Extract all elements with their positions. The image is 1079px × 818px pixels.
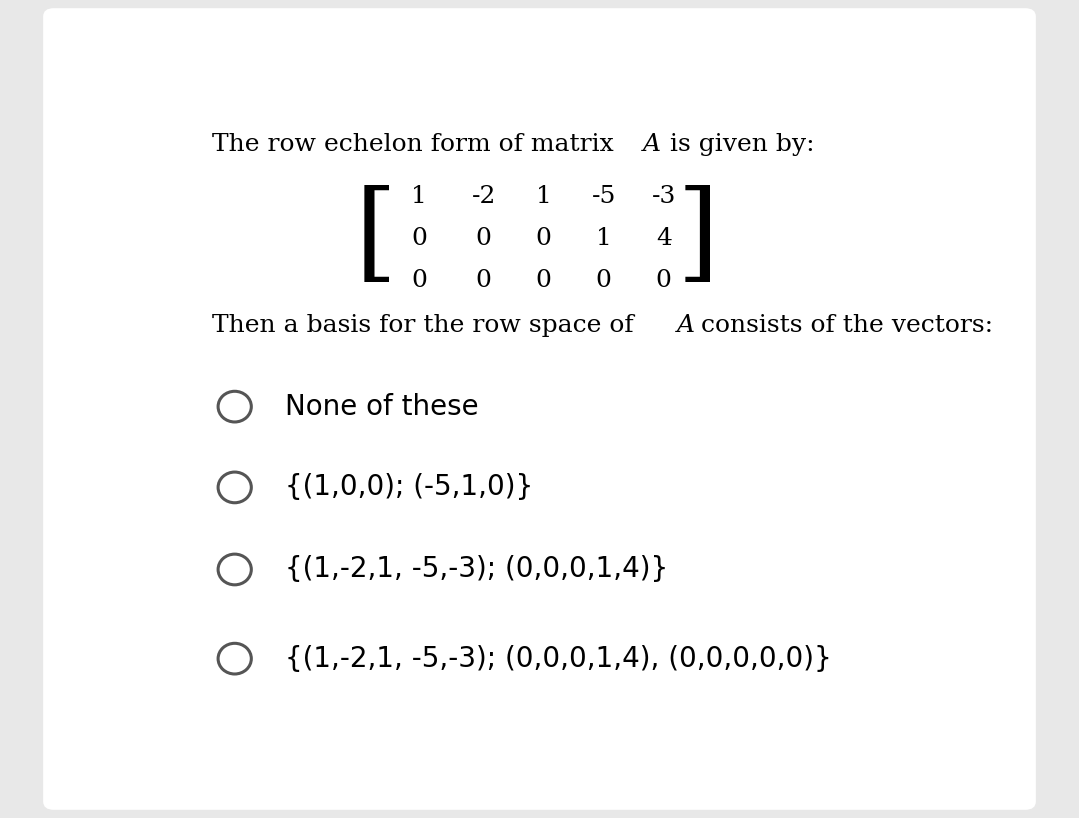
Text: [: [ bbox=[355, 186, 397, 291]
Text: 0: 0 bbox=[596, 269, 612, 292]
Text: {(1,-2,1, -5,-3); (0,0,0,1,4), (0,0,0,0,0)}: {(1,-2,1, -5,-3); (0,0,0,1,4), (0,0,0,0,… bbox=[286, 645, 832, 672]
Text: consists of the vectors:: consists of the vectors: bbox=[693, 314, 994, 337]
Text: -2: -2 bbox=[472, 185, 496, 208]
Text: 0: 0 bbox=[411, 227, 427, 250]
Text: ]: ] bbox=[677, 186, 719, 291]
Text: is given by:: is given by: bbox=[661, 133, 815, 156]
Text: 0: 0 bbox=[656, 269, 671, 292]
Text: -3: -3 bbox=[652, 185, 675, 208]
Text: The row echelon form of matrix: The row echelon form of matrix bbox=[211, 133, 622, 156]
Text: 1: 1 bbox=[536, 185, 551, 208]
Text: A: A bbox=[677, 314, 695, 337]
FancyBboxPatch shape bbox=[43, 8, 1036, 810]
Text: {(1,0,0); (-5,1,0)}: {(1,0,0); (-5,1,0)} bbox=[286, 474, 534, 501]
Text: 0: 0 bbox=[411, 269, 427, 292]
Text: 0: 0 bbox=[536, 227, 551, 250]
Text: 4: 4 bbox=[656, 227, 671, 250]
Text: 0: 0 bbox=[476, 227, 492, 250]
Text: {(1,-2,1, -5,-3); (0,0,0,1,4)}: {(1,-2,1, -5,-3); (0,0,0,1,4)} bbox=[286, 555, 669, 583]
Text: 0: 0 bbox=[476, 269, 492, 292]
Text: 1: 1 bbox=[596, 227, 612, 250]
Text: 0: 0 bbox=[536, 269, 551, 292]
Text: -5: -5 bbox=[591, 185, 616, 208]
Text: Then a basis for the row space of: Then a basis for the row space of bbox=[211, 314, 641, 337]
Text: None of these: None of these bbox=[286, 393, 479, 420]
Text: A: A bbox=[642, 133, 660, 156]
Text: 1: 1 bbox=[411, 185, 427, 208]
